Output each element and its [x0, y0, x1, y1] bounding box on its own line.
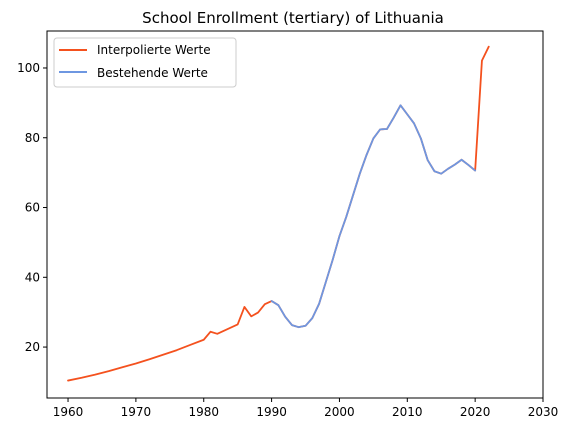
series-line-0 [67, 45, 490, 382]
x-tick-label-7: 2030 [528, 405, 559, 419]
x-tick-label-0: 1960 [53, 405, 84, 419]
y-tick-label-2: 60 [25, 201, 40, 215]
series-line-1 [270, 104, 477, 329]
x-tick-label-3: 1990 [256, 405, 287, 419]
x-tick-label-1: 1970 [121, 405, 152, 419]
legend-box [53, 37, 237, 88]
y-tick-label-1: 40 [25, 270, 40, 284]
x-tick-label-5: 2010 [392, 405, 423, 419]
plot-frame [46, 30, 544, 399]
legend-label-bestehend: Bestehende Werte [97, 66, 208, 80]
y-tick-label-3: 80 [25, 131, 40, 145]
x-tick-label-4: 2000 [324, 405, 355, 419]
legend-label-interpoliert: Interpolierte Werte [97, 43, 211, 57]
x-tick-label-2: 1980 [188, 405, 219, 419]
x-tick-label-6: 2020 [460, 405, 491, 419]
series-layer [67, 45, 490, 382]
x-axis: 1960 1970 1980 1990 2000 2010 2020 2030 [53, 398, 559, 419]
chart-title: School Enrollment (tertiary) of Lithuani… [142, 9, 444, 27]
y-tick-label-0: 20 [25, 340, 40, 354]
y-axis: 20 40 60 80 100 [17, 61, 47, 354]
y-tick-label-4: 100 [17, 61, 40, 75]
legend: Interpolierte Werte Bestehende Werte [53, 37, 237, 88]
